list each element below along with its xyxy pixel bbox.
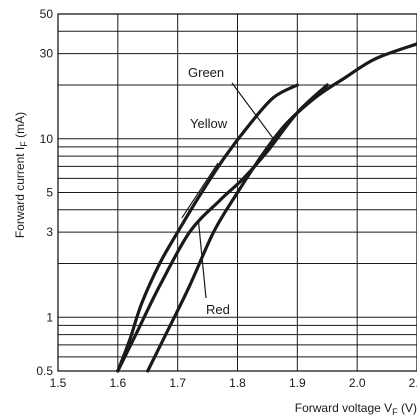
x-tick-label: 1.7	[169, 376, 186, 390]
y-tick-label: 10	[40, 132, 54, 146]
x-tick-label: 2.1	[409, 376, 417, 390]
annotations: Green Yellow Red	[188, 65, 230, 317]
annotation-label-red: Red	[206, 302, 230, 317]
tick-labels: 1.5 1.6 1.7 1.8 1.9 2.0 2.1 0.5 1 3 5 10 30 50	[36, 7, 417, 390]
y-tick-label: 30	[40, 47, 54, 61]
y-tick-label: 1	[46, 310, 53, 324]
x-tick-label: 2.0	[349, 376, 366, 390]
series-line-yellow	[116, 83, 299, 373]
y-tick-label: 5	[46, 186, 53, 200]
y-tick-label: 50	[40, 7, 54, 21]
y-tick-label: 3	[46, 225, 53, 239]
annotation-leader-green	[231, 82, 274, 140]
x-tick-label: 1.6	[109, 376, 126, 390]
annotation-leader-yellow	[181, 162, 219, 219]
grid	[57, 13, 417, 372]
x-tick-label: 1.5	[50, 376, 67, 390]
annotation-label-yellow: Yellow	[190, 116, 228, 131]
x-tick-label: 1.9	[289, 376, 306, 390]
plot-frame	[57, 13, 417, 372]
x-axis-title: Forward voltage VF (V)	[295, 401, 417, 417]
x-tick-label: 1.8	[229, 376, 246, 390]
y-axis-title: Forward current IF (mA)	[13, 112, 29, 238]
annotation-leader-red	[198, 222, 207, 299]
series-line-red	[116, 83, 329, 373]
series-curves	[116, 42, 417, 373]
annotation-label-green: Green	[188, 65, 224, 80]
y-tick-label: 0.5	[36, 364, 53, 378]
annotation-leaders	[181, 82, 274, 299]
